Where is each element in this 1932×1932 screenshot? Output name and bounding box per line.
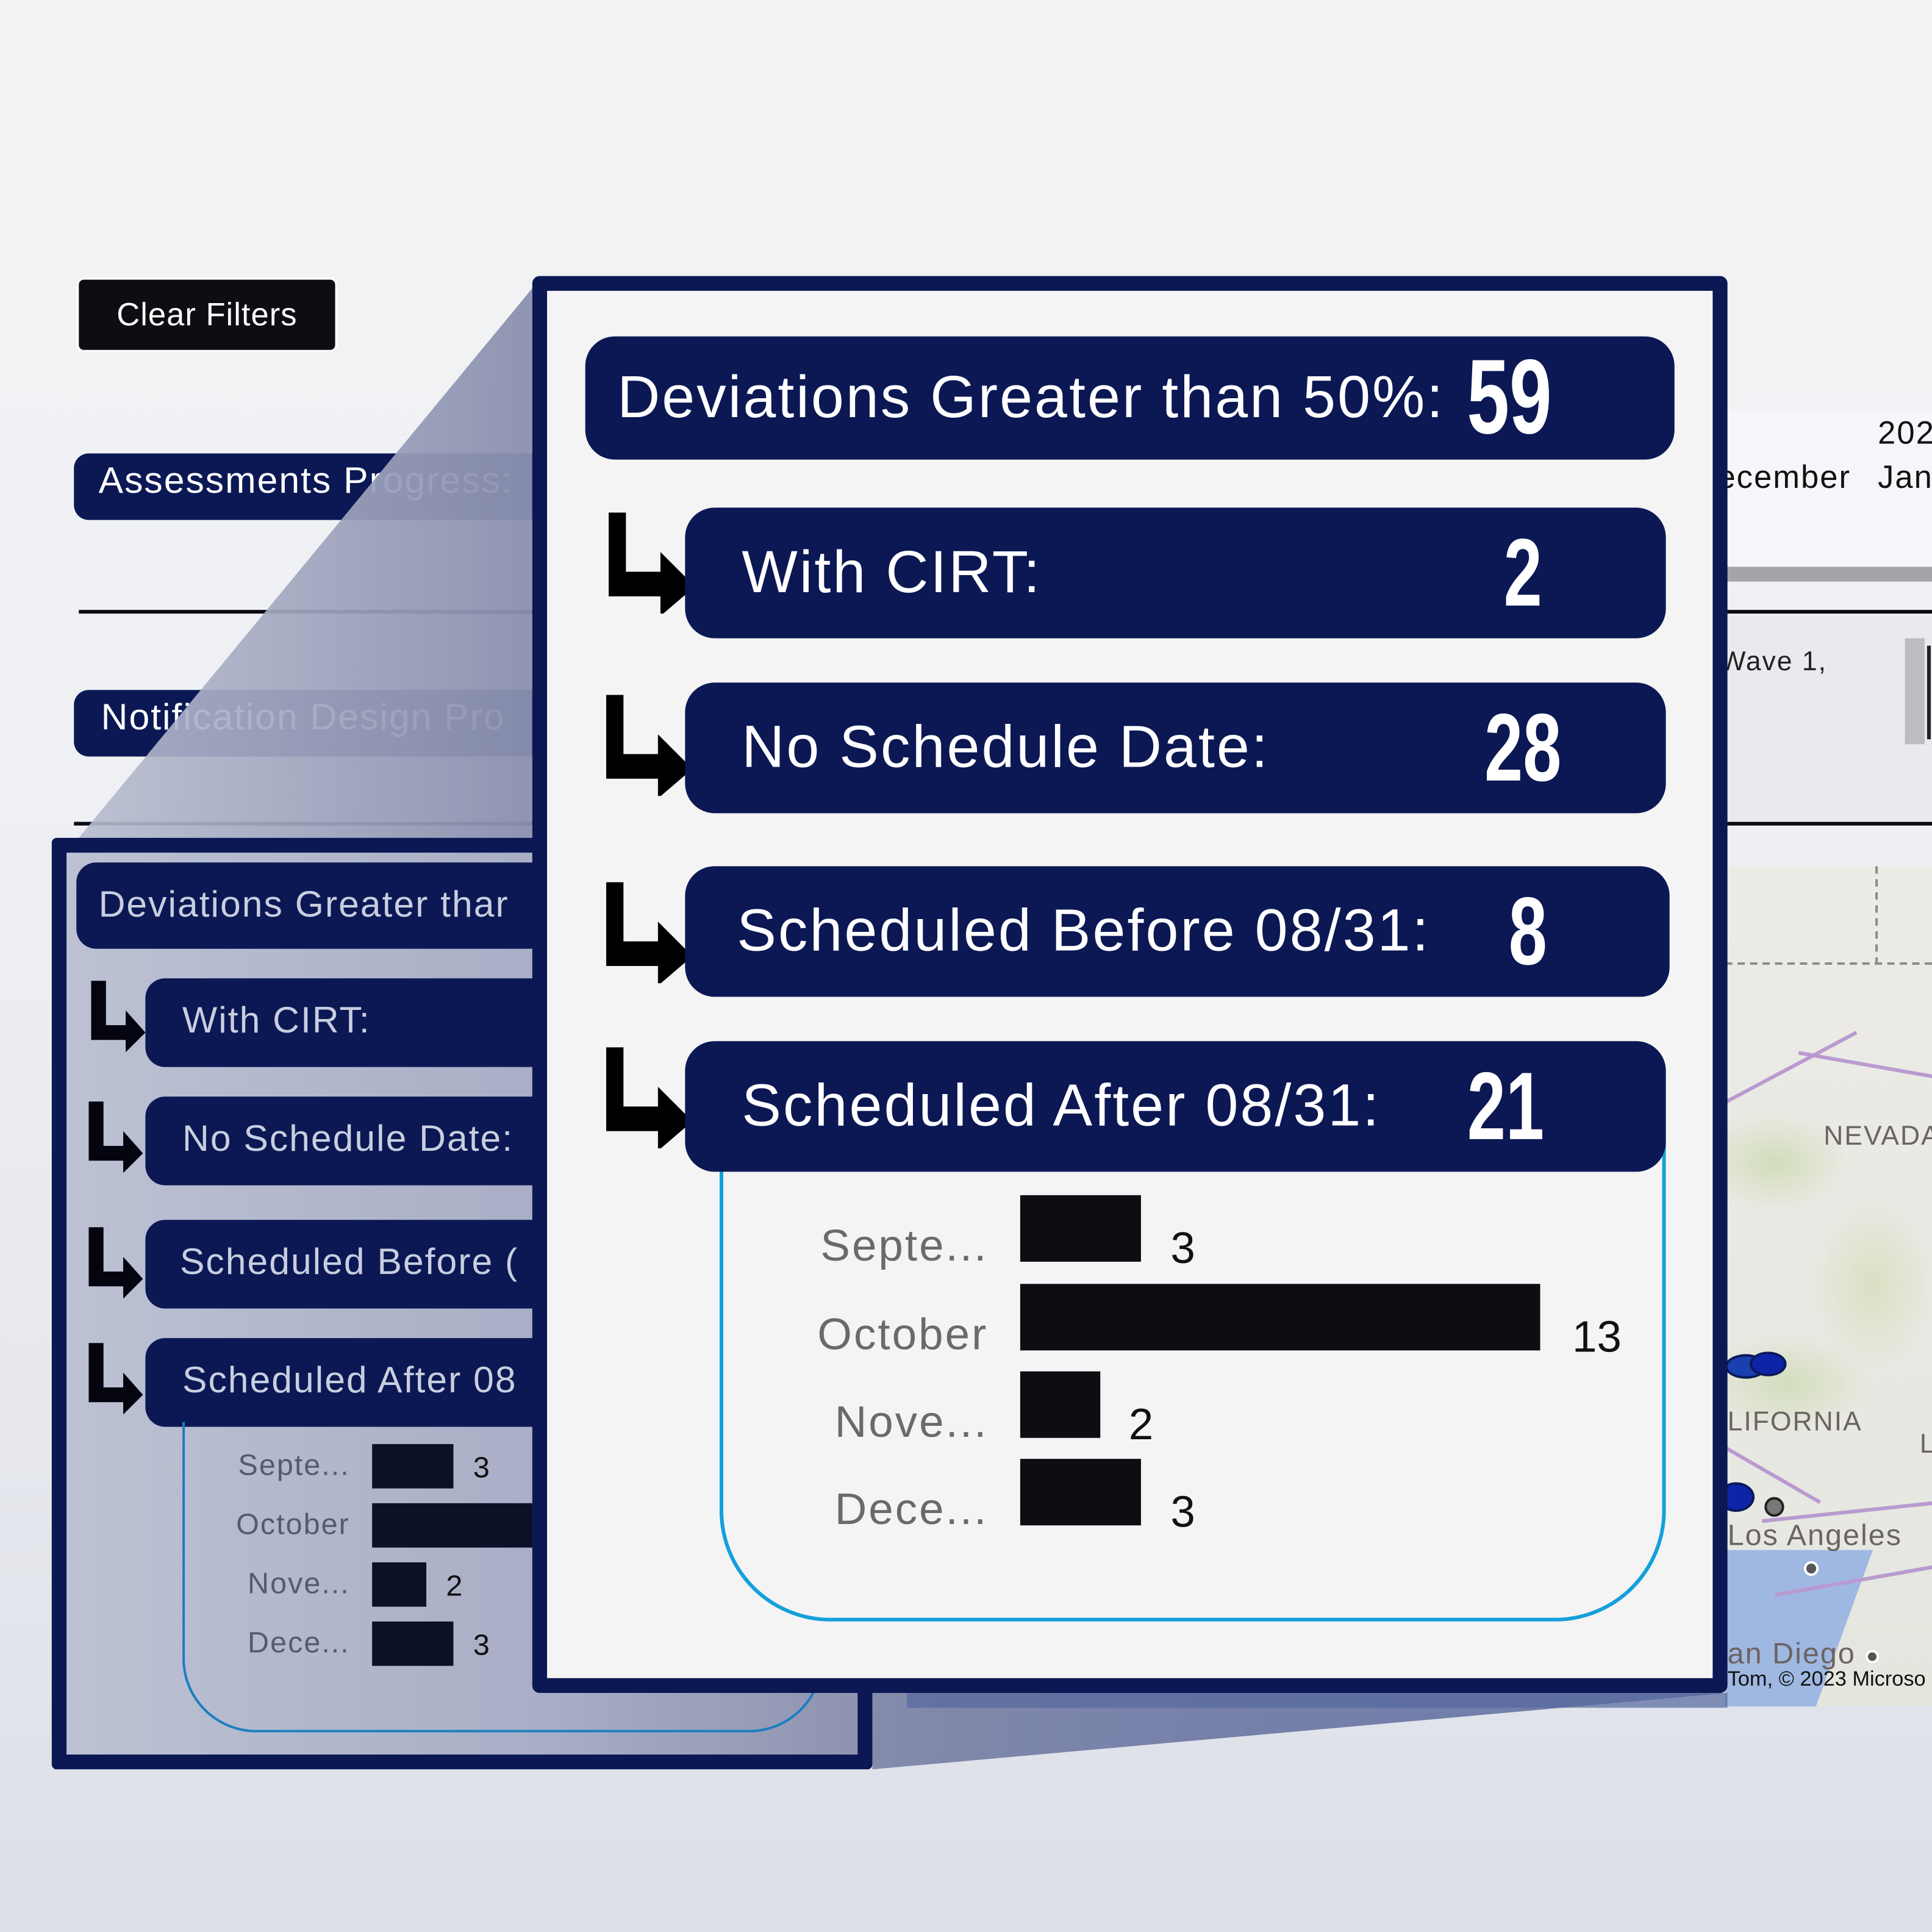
map-label-san-diego: an Diego — [1727, 1637, 1856, 1671]
chart-value-label: 3 — [473, 1628, 490, 1662]
chart-bar-september[interactable] — [1020, 1195, 1141, 1262]
clear-filters-button[interactable]: Clear Filters — [79, 279, 335, 350]
chart-category-label: Nove... — [834, 1396, 989, 1447]
map-state-border — [1725, 962, 1932, 965]
scheduled-after-label: Scheduled After 08/31: — [742, 1073, 1381, 1139]
sub-item-arrow-icon — [88, 1101, 143, 1173]
wave-label: Wave 1, — [1720, 645, 1828, 677]
timeline-bar-text — [1927, 645, 1932, 740]
sub-item-arrow-icon — [88, 1227, 143, 1299]
chart-category-label: Nove... — [248, 1567, 350, 1601]
chart-bar[interactable] — [372, 1444, 454, 1489]
deviations-total-value: 59 — [1467, 338, 1552, 457]
no-schedule-date-label: No Schedule Date: — [742, 715, 1270, 781]
chart-value-label: 2 — [1128, 1398, 1154, 1449]
timeline-scrollbar[interactable] — [1725, 567, 1932, 582]
sub-item-arrow-icon — [606, 1047, 693, 1149]
no-schedule-date-value: 28 — [1484, 693, 1562, 802]
chart-category-label: Septe... — [820, 1220, 989, 1271]
chart-category-label: October — [236, 1508, 350, 1542]
timeline-header: 202 ecember Jan — [1717, 409, 1932, 567]
map-data-point[interactable] — [1725, 1482, 1755, 1512]
map-label-l: L — [1920, 1428, 1932, 1461]
map-city-dot — [1865, 1650, 1880, 1664]
chart-bar-november[interactable] — [1020, 1371, 1101, 1438]
map-state-border — [1875, 866, 1878, 965]
chart-bar-december[interactable] — [1020, 1459, 1141, 1526]
map-attribution: Tom, © 2023 Microso — [1727, 1667, 1926, 1690]
map-visual[interactable]: NEVADA LIFORNIA L Los Angeles an Diego T… — [1725, 866, 1932, 1707]
map-label-los-angeles: Los Angeles — [1727, 1519, 1903, 1553]
chart-value-label: 3 — [473, 1451, 490, 1485]
month-bar-chart — [719, 1140, 1666, 1622]
deviations-title: Deviations Greater than 50%: — [617, 365, 1445, 431]
with-cirt-label: With CIRT: — [742, 540, 1042, 606]
sub-item-arrow-icon — [606, 695, 693, 796]
scheduled-after-item[interactable]: Scheduled After 08/31: 21 — [685, 1041, 1666, 1172]
map-data-point[interactable] — [1764, 1497, 1784, 1517]
map-label-california: LIFORNIA — [1727, 1406, 1862, 1437]
scheduled-before-value: 8 — [1508, 876, 1547, 986]
with-cirt-label-small: With CIRT: — [182, 1000, 371, 1042]
notification-design-header: Notification Design Pro — [74, 690, 567, 757]
chart-value-label: 3 — [1170, 1222, 1195, 1273]
sub-item-arrow-icon — [606, 882, 693, 984]
with-cirt-value: 2 — [1503, 518, 1542, 627]
deviations-card-zoomed: Deviations Greater than 50%: 59 With CIR… — [532, 276, 1728, 1694]
deviations-header: Deviations Greater than 50%: 59 — [585, 336, 1675, 460]
scheduled-before-label: Scheduled Before 08/31: — [737, 898, 1431, 964]
chart-bar[interactable] — [372, 1562, 427, 1607]
timeline-month-december: ecember — [1717, 458, 1851, 496]
timeline-year: 202 — [1878, 413, 1932, 451]
chart-category-label: Septe... — [238, 1448, 350, 1483]
timeline-month-january: Jan — [1878, 458, 1932, 496]
scheduled-before-label-small: Scheduled Before ( — [179, 1242, 519, 1283]
map-road — [1798, 1051, 1932, 1081]
timeline-row: Wave 1, — [1720, 616, 1932, 821]
notification-design-label: Notification Design Pro — [101, 697, 506, 739]
sub-item-arrow-icon — [91, 981, 146, 1053]
timeline-bar[interactable] — [1905, 638, 1925, 745]
deviations-title-small: Deviations Greater thar — [98, 884, 509, 926]
assessments-progress-label: Assessments Progress: — [98, 460, 513, 502]
chart-category-label: Dece... — [834, 1483, 989, 1534]
chart-value-label: 13 — [1572, 1311, 1622, 1362]
chart-bar[interactable] — [372, 1621, 454, 1666]
no-schedule-date-item[interactable]: No Schedule Date: 28 — [685, 682, 1666, 814]
sub-item-arrow-icon — [609, 512, 695, 614]
no-schedule-date-label-small: No Schedule Date: — [182, 1118, 514, 1160]
assessments-progress-header: Assessments Progress: — [74, 453, 567, 520]
map-data-point[interactable] — [1749, 1351, 1787, 1376]
sub-item-arrow-icon — [88, 1343, 143, 1415]
chart-category-label: October — [817, 1308, 989, 1359]
map-road — [1725, 1031, 1858, 1104]
with-cirt-item[interactable]: With CIRT: 2 — [685, 507, 1666, 639]
map-city-dot — [1803, 1561, 1819, 1576]
scheduled-after-value: 21 — [1467, 1051, 1545, 1161]
map-label-nevada: NEVADA — [1823, 1120, 1932, 1151]
scheduled-before-item[interactable]: Scheduled Before 08/31: 8 — [685, 866, 1670, 997]
chart-category-label: Dece... — [248, 1626, 350, 1660]
chart-value-label: 3 — [1170, 1486, 1195, 1537]
chart-value-label: 2 — [446, 1569, 463, 1603]
scheduled-after-label-small: Scheduled After 08 — [182, 1360, 517, 1401]
chart-bar-october[interactable] — [1020, 1284, 1540, 1351]
